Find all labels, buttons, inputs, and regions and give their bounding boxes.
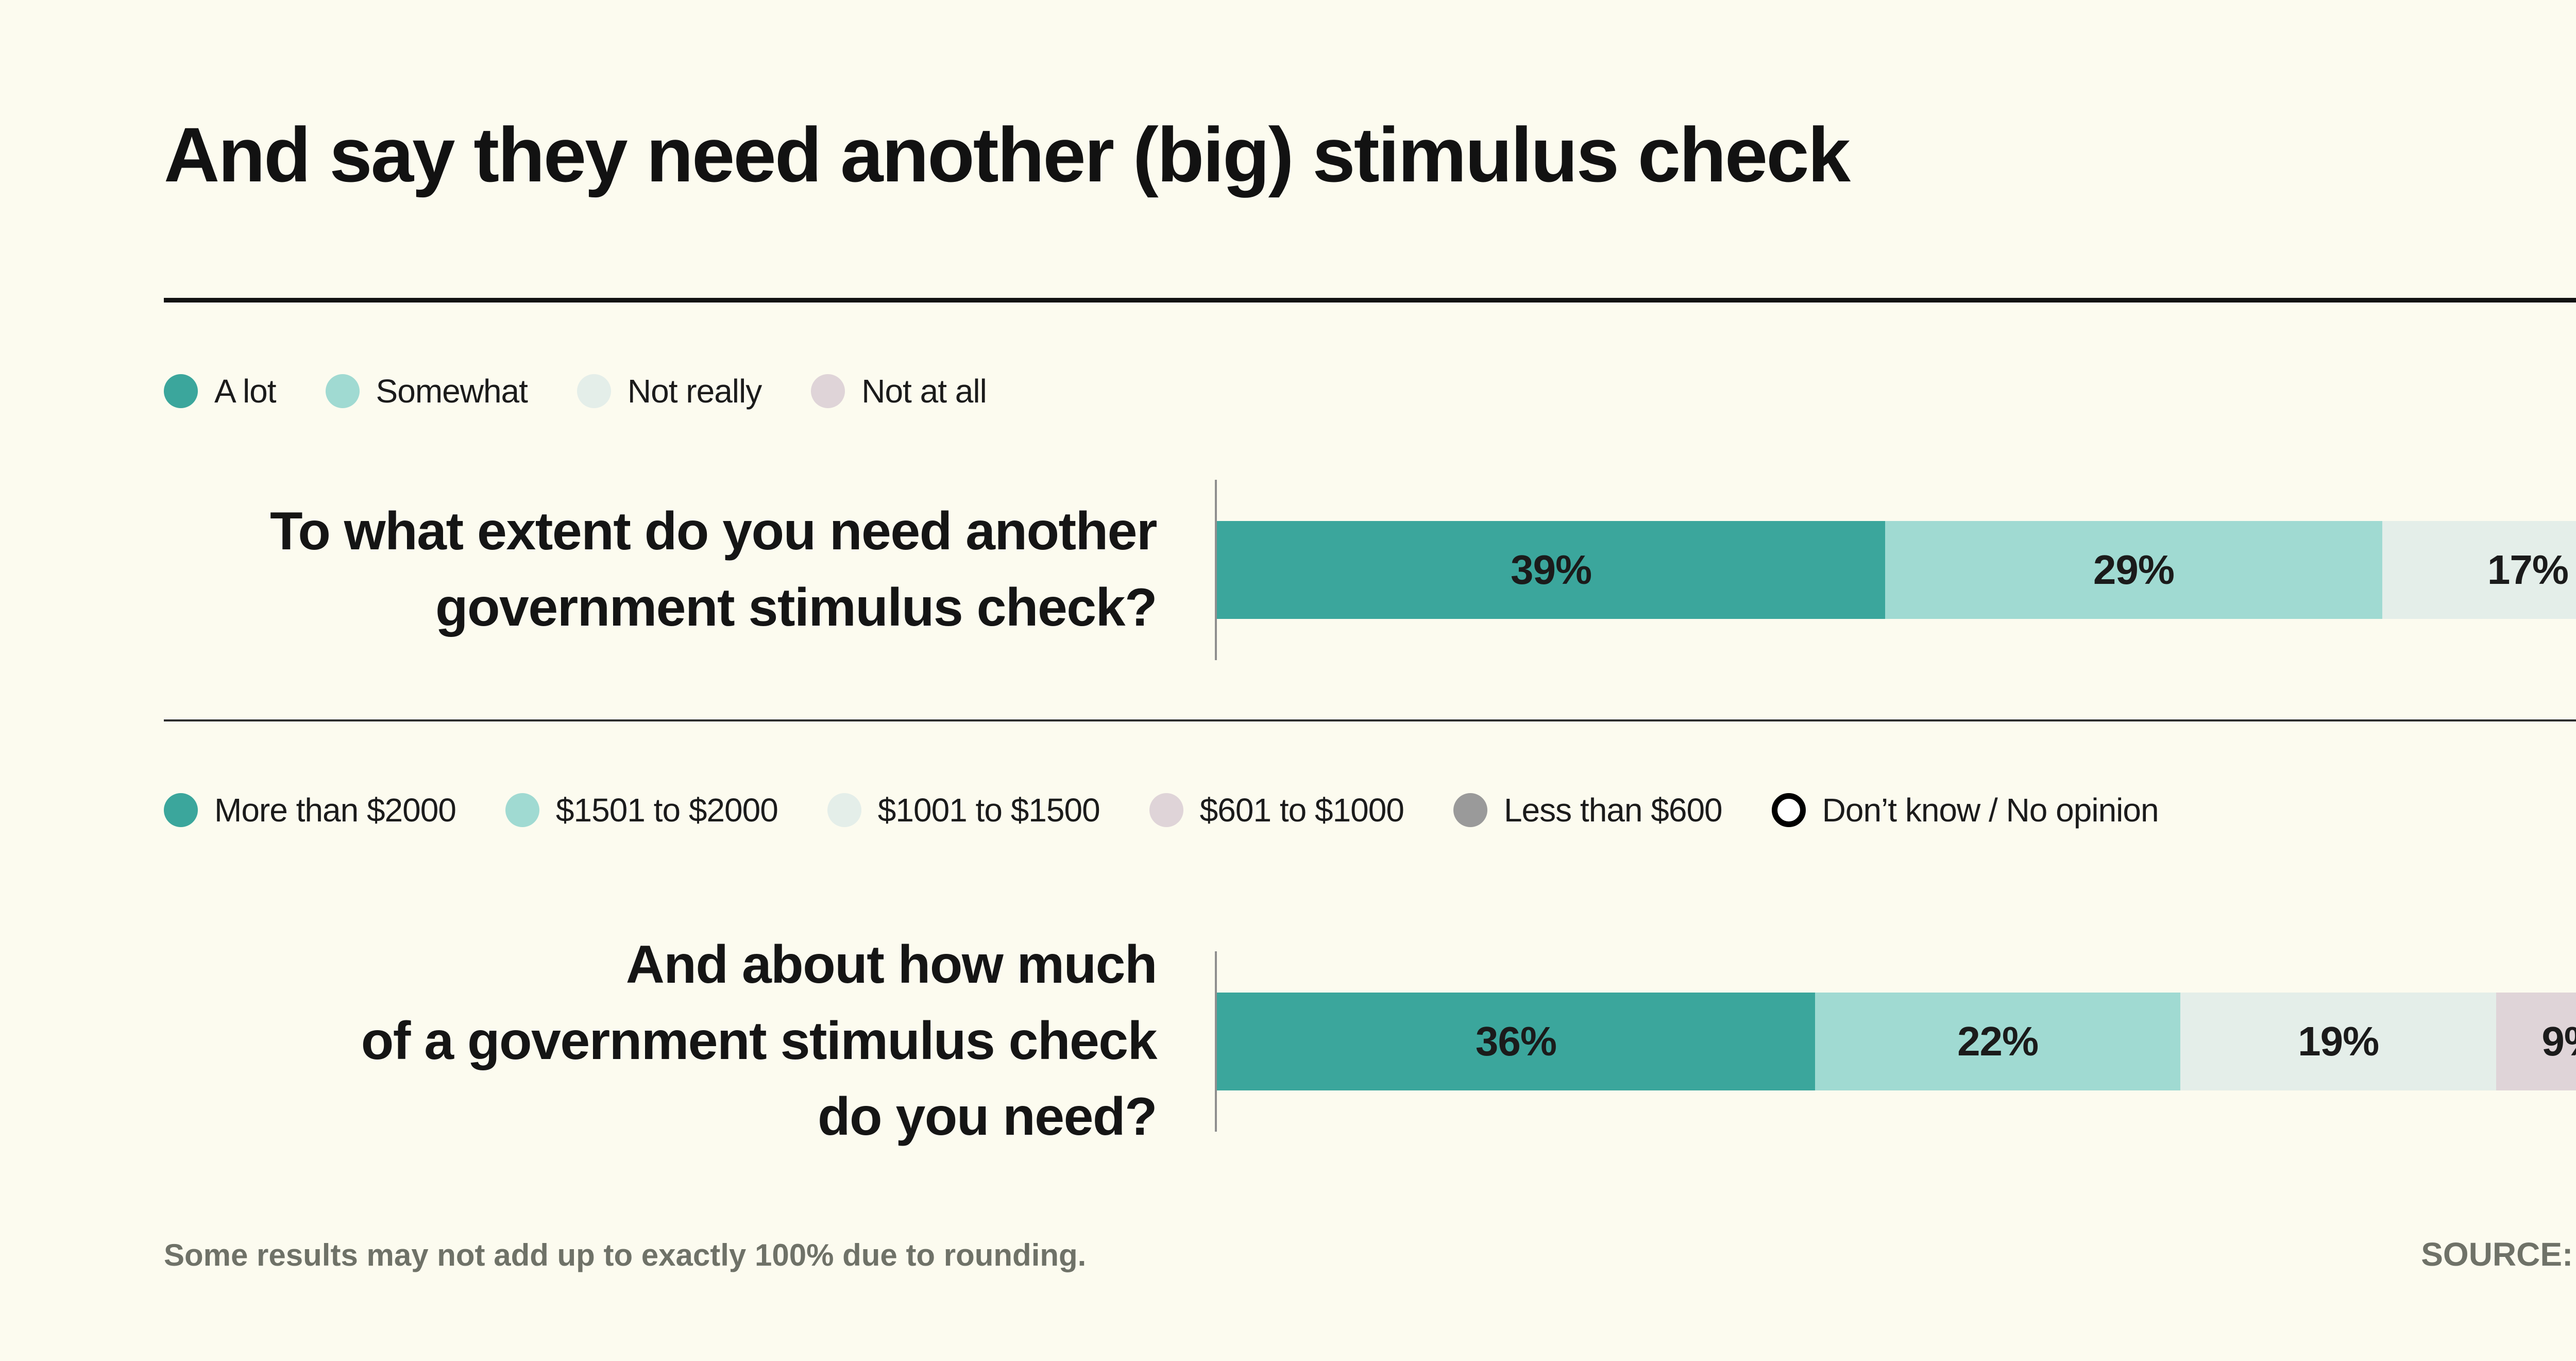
bar-segment-value: 39% xyxy=(1511,547,1592,593)
legend-dot-icon xyxy=(1771,793,1806,827)
bar-segment: 17% xyxy=(2382,521,2576,619)
source-label: SOURCE: xyxy=(2421,1236,2573,1273)
question-line: of a government stimulus check xyxy=(361,1011,1158,1071)
legend-dot-icon xyxy=(164,374,198,408)
legend-item: Don’t know / No opinion xyxy=(1771,791,2159,829)
bar-area: 39%29%17%15% xyxy=(1215,480,2576,660)
legend-dot-icon xyxy=(505,793,539,827)
chart-content: And say they need another (big) stimulus… xyxy=(164,0,2576,1273)
question-line: do you need? xyxy=(818,1087,1158,1147)
bar-segment-value: 9% xyxy=(2541,1018,2576,1064)
bar-segment: 36% xyxy=(1217,992,1815,1090)
question-line: And about how much xyxy=(625,935,1158,995)
legend-label: $1501 to $2000 xyxy=(555,792,778,829)
bar-segment: 39% xyxy=(1217,521,1886,619)
bar-segment-value: 19% xyxy=(2298,1018,2379,1064)
legend-dot-icon xyxy=(577,374,611,408)
legend: More than $2000 $1501 to $2000 $1001 to $1… xyxy=(164,791,2576,829)
bar-row: To what extent do you need another govern… xyxy=(164,480,2576,660)
legend-dot-icon xyxy=(1149,793,1183,827)
legend-dot-icon xyxy=(325,374,360,408)
question-line: government stimulus check? xyxy=(435,578,1158,637)
legend-item: $1001 to $1500 xyxy=(827,791,1100,829)
legend-dot-icon xyxy=(827,793,861,827)
legend-label: Don’t know / No opinion xyxy=(1822,792,2159,829)
stacked-bar: 39%29%17%15% xyxy=(1217,521,2576,619)
legend-label: Not at all xyxy=(861,373,987,410)
legend-dot-icon xyxy=(1453,793,1487,827)
legend-item: Not at all xyxy=(811,372,987,410)
question: To what extent do you need another govern… xyxy=(164,494,1157,646)
question-line: To what extent do you need another xyxy=(270,501,1157,562)
section-divider xyxy=(164,719,2576,721)
footer: Some results may not add up to exactly 1… xyxy=(164,1235,2576,1273)
chart-title: And say they need another (big) stimulus… xyxy=(164,111,1851,198)
legend-item: $1501 to $2000 xyxy=(505,791,778,829)
legend-dot-icon xyxy=(811,374,845,408)
legend-label: Somewhat xyxy=(376,373,528,410)
legend-item: $601 to $1000 xyxy=(1149,791,1404,829)
chart-section-extent: A lot Somewhat Not really Not at all To wha… xyxy=(164,372,2576,660)
bar-segment: 22% xyxy=(1815,992,2181,1090)
legend-label: $601 to $1000 xyxy=(1199,792,1404,829)
source-credit: SOURCE: Money/Morning Consult xyxy=(2421,1235,2576,1273)
legend-item: Not really xyxy=(577,372,762,410)
bar-segment-value: 17% xyxy=(2487,547,2569,593)
legend-label: A lot xyxy=(214,373,277,410)
bar-segment: 29% xyxy=(1885,521,2382,619)
bar-segment-value: 29% xyxy=(2093,547,2175,593)
legend-label: $1001 to $1500 xyxy=(877,792,1100,829)
stacked-bar: 36%22%19%9%3%11% xyxy=(1217,992,2576,1090)
title-rule-divider xyxy=(164,298,2576,303)
legend-item: Somewhat xyxy=(325,372,528,410)
bar-segment: 9% xyxy=(2496,992,2576,1090)
rounding-footnote: Some results may not add up to exactly 1… xyxy=(164,1238,1087,1273)
legend: A lot Somewhat Not really Not at all xyxy=(164,372,2576,410)
chart-section-amount: More than $2000 $1501 to $2000 $1001 to $1… xyxy=(164,791,2576,1155)
legend-item: More than $2000 xyxy=(164,791,456,829)
bar-segment-value: 22% xyxy=(1957,1018,2039,1064)
legend-label: Less than $600 xyxy=(1503,792,1723,829)
bar-segment-value: 36% xyxy=(1475,1018,1557,1064)
bar-row: And about how much of a government stimul… xyxy=(164,927,2576,1155)
bar-area: 36%22%19%9%3%11% xyxy=(1215,951,2576,1132)
legend-item: A lot xyxy=(164,372,277,410)
question: And about how much of a government stimul… xyxy=(164,927,1158,1155)
bar-segment: 19% xyxy=(2180,992,2497,1090)
legend-label: More than $2000 xyxy=(214,792,456,829)
legend-item: Less than $600 xyxy=(1453,791,1723,829)
legend-label: Not really xyxy=(627,373,762,410)
legend-dot-icon xyxy=(164,793,198,827)
